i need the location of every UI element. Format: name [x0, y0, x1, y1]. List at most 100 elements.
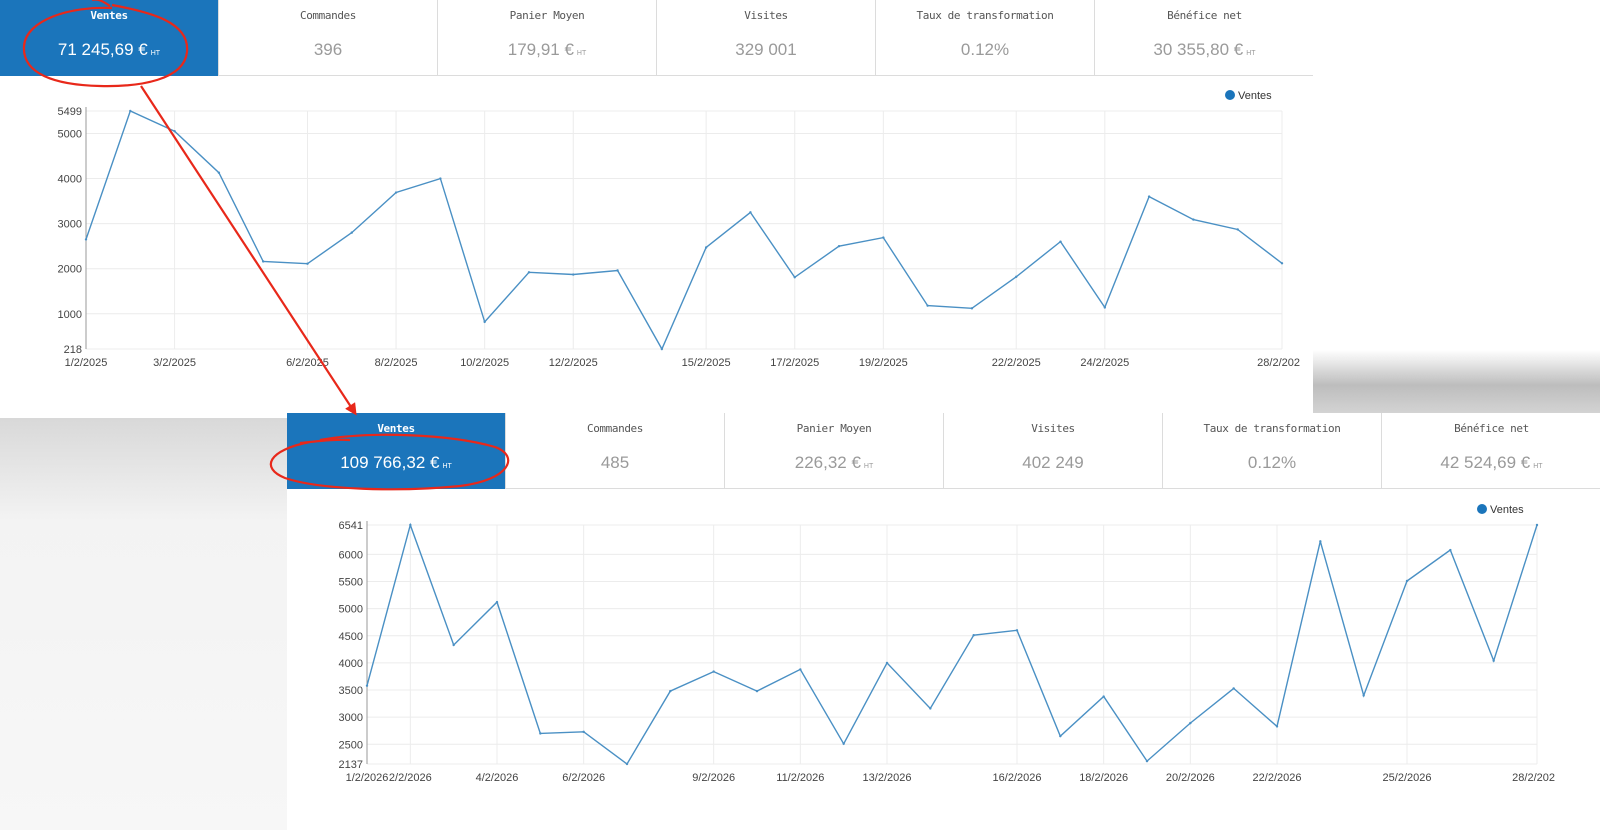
y-tick-label: 4500	[339, 631, 363, 643]
data-point	[173, 130, 176, 133]
kpi-value: 226,32 € HT	[794, 453, 874, 472]
x-tick-label: 12/2/2025	[549, 357, 598, 369]
x-tick-label: 8/2/2025	[375, 357, 418, 369]
x-tick-label: 16/2/2026	[993, 772, 1042, 784]
data-point	[625, 762, 629, 766]
kpi-unit: HT	[442, 463, 452, 470]
data-point	[1189, 721, 1192, 725]
data-point	[755, 689, 759, 693]
y-tick-label: 2000	[58, 264, 82, 276]
kpi-label: Panier Moyen	[796, 422, 872, 435]
y-tick-label: 5000	[339, 604, 363, 616]
kpi-value: 30 355,80 € HT	[1153, 40, 1256, 59]
data-point	[1059, 240, 1062, 243]
sales-line-chart-2025: 218 1000 2000 3000 4000 5000 5499 1/2/2025 3/2/2…	[58, 90, 1300, 369]
kpi-value: 329 001	[735, 40, 797, 59]
x-tick-label: 19/2/2025	[859, 357, 908, 369]
data-point	[1319, 540, 1322, 543]
kpi-value: 179,91 € HT	[507, 40, 587, 59]
x-tick-label: 11/2/2026	[776, 772, 824, 784]
kpi-value: 109 766,32 € HT	[340, 453, 452, 472]
x-tick-label: 24/2/2025	[1080, 357, 1129, 369]
data-point	[712, 670, 715, 673]
data-point	[929, 707, 932, 710]
data-point	[1147, 195, 1151, 198]
x-tick-label: 20/2/2026	[1166, 772, 1215, 784]
kpi-unit: HT	[1533, 463, 1543, 470]
data-point	[1192, 218, 1195, 221]
data-point	[972, 634, 975, 637]
kpi-tab-commandes[interactable]: Commandes 485	[506, 413, 725, 489]
data-point	[1280, 262, 1284, 265]
x-tick-label: 17/2/2025	[770, 357, 819, 369]
legend-swatch	[1477, 504, 1487, 514]
y-tick-label: 5500	[339, 576, 363, 588]
kpi-tab-ventes[interactable]: Ventes 109 766,32 € HT	[287, 413, 506, 489]
x-tick-label: 6/2/2025	[286, 357, 329, 369]
data-point	[1232, 687, 1235, 690]
data-point	[217, 171, 221, 174]
data-point	[582, 730, 585, 734]
x-tick-label: 6/2/2026	[562, 772, 605, 784]
x-tick-label: 1/2/2026	[346, 772, 389, 784]
kpi-value: 71 245,69 € HT	[57, 40, 161, 59]
data-point	[483, 320, 486, 324]
data-point	[261, 260, 265, 263]
data-point	[970, 307, 974, 310]
y-tick-label: 3000	[339, 712, 363, 724]
data-point	[452, 643, 455, 647]
x-tick-label: 15/2/2025	[682, 357, 731, 369]
kpi-label: Panier Moyen	[509, 9, 585, 22]
x-tick-label: 3/2/2025	[153, 357, 196, 369]
y-tick-label: 3000	[58, 219, 82, 231]
kpi-tab-visites[interactable]: Visites 329 001	[657, 0, 876, 76]
data-point	[527, 271, 531, 274]
y-tick-label: 2500	[339, 739, 363, 751]
kpi-tab-benefice-net[interactable]: Bénéfice net 30 355,80 € HT	[1095, 0, 1314, 76]
x-tick-label: 28/2/202	[1257, 357, 1300, 369]
y-tick-label: 6000	[339, 549, 363, 561]
kpi-label: Commandes	[586, 422, 643, 435]
data-point	[495, 600, 499, 604]
kpi-tab-panier-moyen[interactable]: Panier Moyen 179,91 € HT	[438, 0, 657, 76]
kpi-unit: HT	[863, 463, 874, 470]
y-tick-label: 218	[64, 344, 82, 356]
kpi-label: Ventes	[90, 9, 128, 22]
x-tick-label: 18/2/2026	[1079, 772, 1128, 784]
dashboard-2025-panel: Ventes 71 245,69 € HT Commandes 396 Panie…	[0, 0, 1313, 418]
x-tick-label: 13/2/2026	[863, 772, 912, 784]
kpi-tab-taux-transformation[interactable]: Taux de transformation 0.12%	[876, 0, 1095, 76]
data-point	[1145, 759, 1149, 763]
y-tick-label: 6541	[339, 520, 363, 532]
data-point	[306, 262, 309, 265]
x-tick-label: 25/2/2026	[1383, 772, 1432, 784]
data-point	[1236, 228, 1239, 231]
kpi-label: Visites	[1031, 422, 1075, 435]
data-point	[1449, 548, 1452, 552]
kpi-tab-benefice-net[interactable]: Bénéfice net 42 524,69 € HT	[1382, 413, 1600, 489]
y-tick-label: 4000	[58, 174, 82, 186]
data-point	[660, 347, 664, 351]
legend-label: Ventes	[1238, 90, 1272, 102]
kpi-unit: HT	[150, 50, 161, 57]
y-tick-label: 3500	[339, 685, 363, 697]
kpi-value: 0.12%	[960, 40, 1010, 59]
kpi-tab-panier-moyen[interactable]: Panier Moyen 226,32 € HT	[725, 413, 944, 489]
legend-swatch	[1225, 90, 1235, 100]
data-point	[1405, 579, 1409, 583]
data-point	[616, 269, 619, 272]
kpi-unit: HT	[1246, 50, 1256, 57]
kpi-tab-commandes[interactable]: Commandes 396	[219, 0, 438, 76]
data-point	[704, 246, 708, 249]
data-point	[799, 668, 802, 671]
data-point	[439, 177, 442, 180]
data-point	[885, 661, 889, 665]
kpi-tab-visites[interactable]: Visites 402 249	[944, 413, 1163, 489]
kpi-tab-ventes[interactable]: Ventes 71 245,69 € HT	[0, 0, 219, 76]
data-point	[842, 742, 845, 745]
kpi-value: 402 249	[1022, 453, 1084, 472]
data-point	[84, 238, 88, 241]
data-point	[749, 211, 752, 214]
kpi-tab-taux-transformation[interactable]: Taux de transformation 0.12%	[1163, 413, 1382, 489]
data-point	[1102, 695, 1105, 698]
